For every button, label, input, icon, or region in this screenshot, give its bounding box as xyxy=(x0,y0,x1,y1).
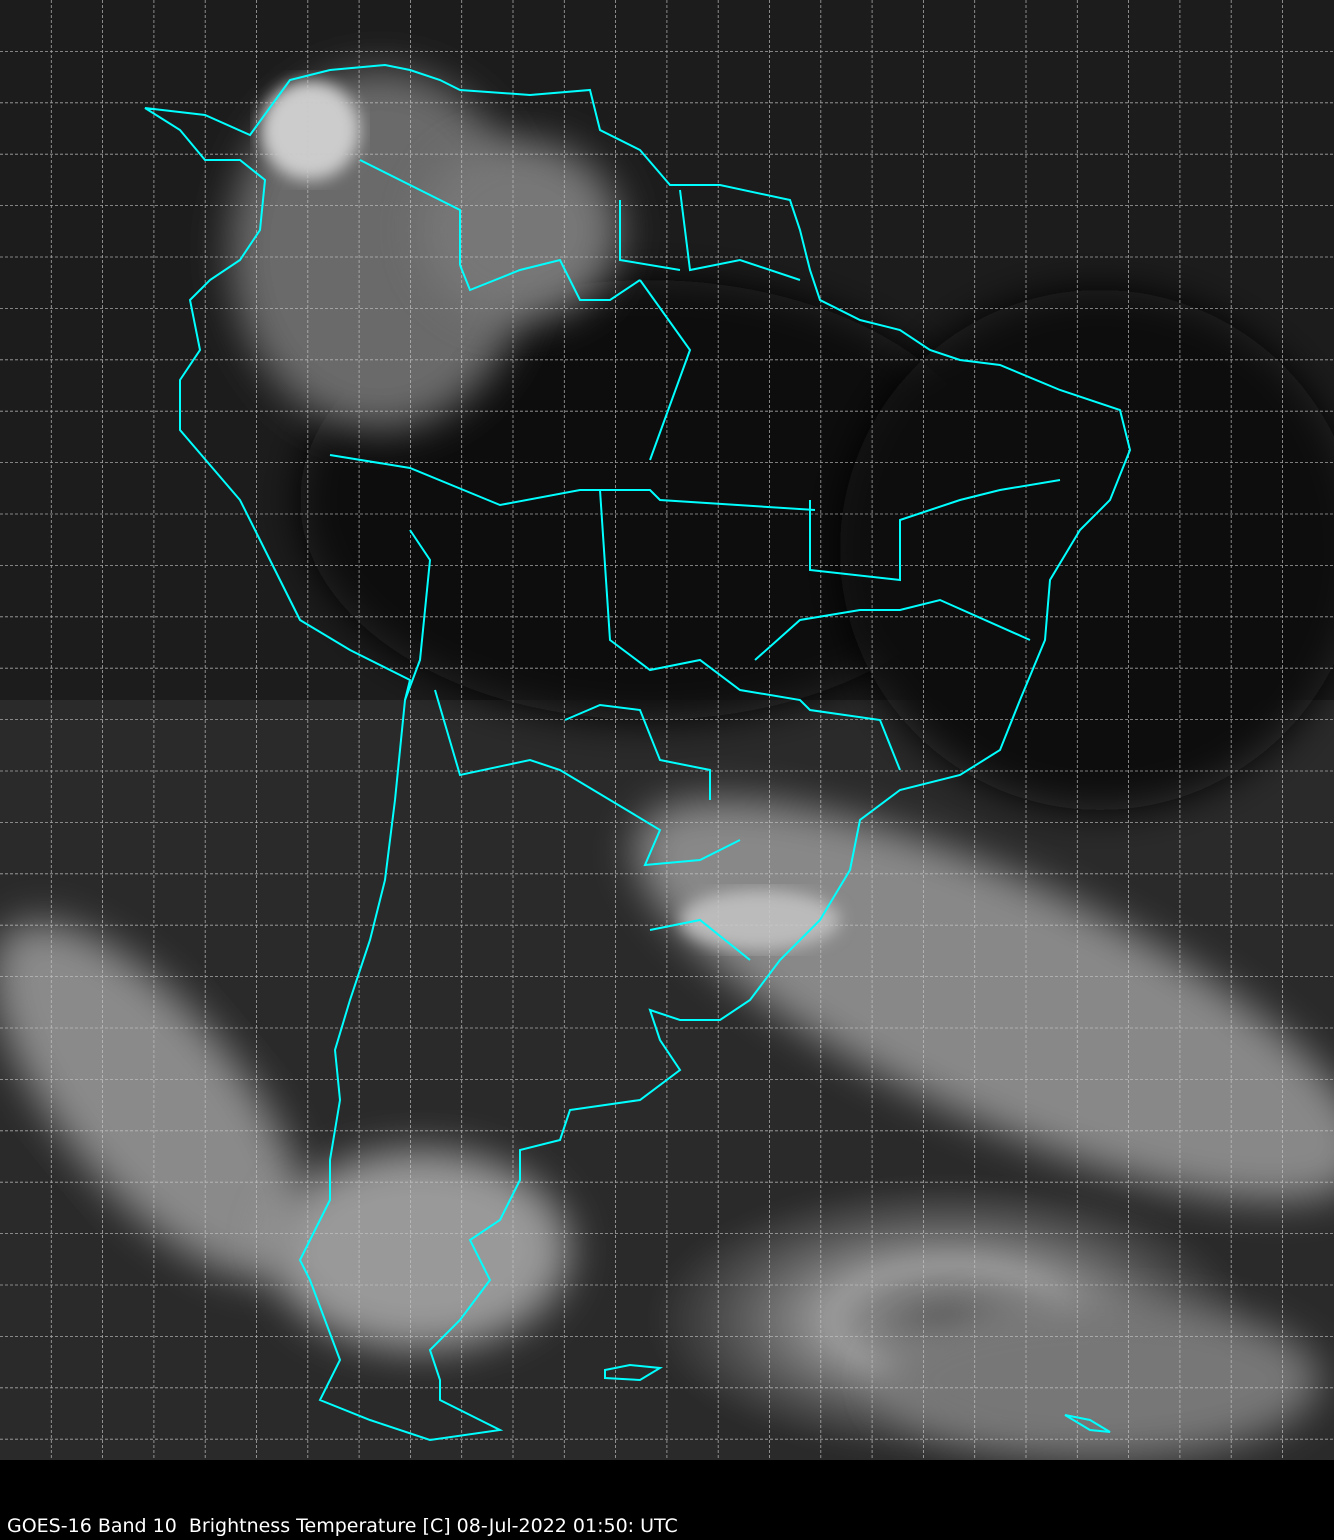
south-america-coastline xyxy=(144,63,1132,1442)
south-georgia xyxy=(1064,1414,1111,1433)
country-borders xyxy=(144,63,1132,1442)
falkland-islands xyxy=(604,1363,664,1382)
satellite-map xyxy=(0,0,1334,1460)
image-caption: GOES-16 Band 10 Brightness Temperature [… xyxy=(7,1515,678,1537)
internal-borders xyxy=(329,159,1061,961)
